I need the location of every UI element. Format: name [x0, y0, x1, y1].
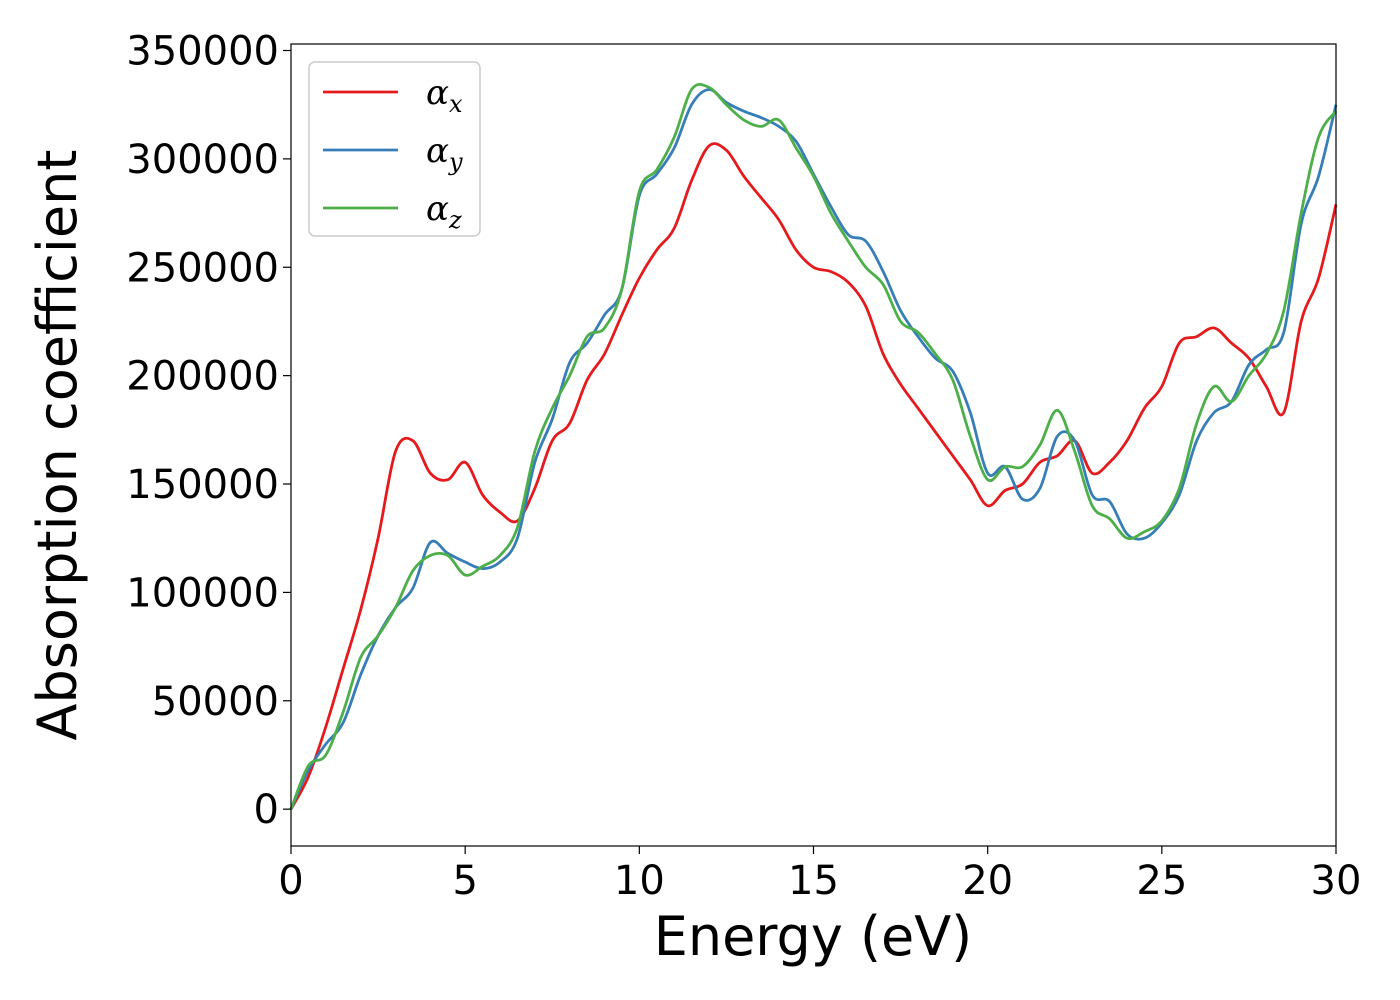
y-tick-label: 250000	[126, 245, 279, 291]
legend-label-z: αz	[426, 189, 462, 234]
y-tick-label: 0	[254, 787, 279, 833]
legend-label-x: αx	[426, 73, 463, 118]
x-tick-label: 10	[614, 858, 665, 904]
plot-lines	[289, 82, 1338, 810]
x-tick-label: 25	[1136, 858, 1187, 904]
y-tick-label: 200000	[126, 354, 279, 400]
y-tick-label: 300000	[126, 137, 279, 183]
y-axis-ticks: 0 50000 100000 150000 200000 250000 300000 3500…	[126, 29, 291, 833]
y-tick-label: 150000	[126, 462, 279, 508]
legend: αx αy αz	[308, 61, 481, 237]
series-line-x	[289, 142, 1338, 810]
y-tick-label: 100000	[126, 570, 279, 616]
legend-label-y: αy	[426, 131, 463, 176]
x-tick-label: 15	[788, 858, 839, 904]
x-tick-label: 0	[278, 858, 303, 904]
x-axis-ticks: 0 5 10 15 20 25 30	[278, 846, 1361, 904]
series-line-z	[289, 82, 1338, 810]
y-tick-label: 50000	[152, 679, 279, 725]
x-tick-label: 30	[1311, 858, 1362, 904]
y-axis-label: Absorption coefficient	[26, 150, 89, 741]
y-tick-label: 350000	[126, 29, 279, 75]
x-tick-label: 20	[962, 858, 1013, 904]
x-axis-label: Energy (eV)	[654, 905, 973, 968]
x-tick-label: 5	[452, 858, 477, 904]
